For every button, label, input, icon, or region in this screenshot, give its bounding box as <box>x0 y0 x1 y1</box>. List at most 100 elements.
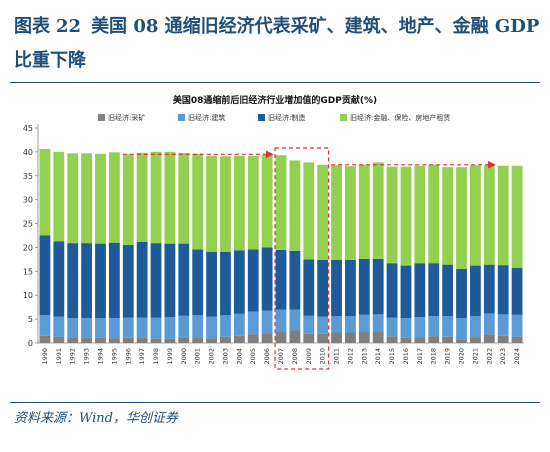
bar-segment <box>53 241 65 317</box>
bar-segment <box>331 165 342 260</box>
legend-label-2: 旧经济:制造 <box>268 114 306 122</box>
x-tick-label: 2018 <box>430 348 438 365</box>
bar-segment <box>428 263 440 317</box>
bar-segment <box>497 314 509 336</box>
x-tick-label: 1997 <box>138 348 146 365</box>
bar-segment <box>428 316 440 337</box>
figure-number: 22 <box>56 16 82 37</box>
x-tick-label: 2021 <box>471 348 479 365</box>
bar-segment <box>220 156 231 252</box>
bar-segment <box>220 336 231 343</box>
legend-item-2: 旧经济:制造 <box>258 113 305 123</box>
bar-segment <box>192 315 204 338</box>
bar-segment <box>150 243 162 318</box>
bar-segment <box>220 315 231 337</box>
bar-segment <box>39 235 51 316</box>
source-note: 资料来源：Wind，华创证券 <box>14 411 178 426</box>
bar-segment <box>372 314 384 332</box>
x-tick-label: 1990 <box>41 348 49 365</box>
bar-segment <box>303 333 315 343</box>
bar-segment <box>67 318 79 338</box>
bar-segment <box>192 337 204 343</box>
bar-segment <box>81 318 93 338</box>
bar-segment <box>358 258 370 315</box>
bar-segment <box>289 309 301 331</box>
bar-segment <box>469 316 481 338</box>
x-tick-label: 2004 <box>235 348 243 365</box>
bar-segment <box>150 317 162 339</box>
bar-segment <box>81 243 93 319</box>
x-tick-label: 2013 <box>360 348 368 365</box>
title-divider <box>10 82 540 83</box>
x-tick-label: 1999 <box>166 348 174 365</box>
bar-segment <box>289 160 301 251</box>
bar-segment <box>136 241 148 318</box>
bar-segment <box>67 243 79 319</box>
bar-segment <box>164 151 176 244</box>
legend-item-0: 旧经济:采矿 <box>98 113 145 123</box>
legend-swatch-0 <box>98 114 105 121</box>
bar-segment <box>303 162 315 260</box>
x-tick-label: 2023 <box>499 348 507 365</box>
bar-segment <box>81 153 93 244</box>
bar-segment <box>469 165 481 266</box>
bar-segment <box>400 265 412 319</box>
bar-segment <box>108 242 120 319</box>
legend-swatch-2 <box>258 114 265 121</box>
x-tick-label: 1993 <box>83 348 91 365</box>
x-tick-label: 2000 <box>180 348 188 365</box>
bar-segment <box>39 315 51 336</box>
y-tick-label: 25 <box>23 220 33 229</box>
bar-segment <box>511 314 523 337</box>
bar-segment <box>164 317 176 339</box>
bar-segment <box>261 333 273 343</box>
bar-segment <box>303 259 315 316</box>
bar-segment <box>192 249 204 316</box>
y-tick-label: 35 <box>23 172 33 181</box>
bar-segment <box>317 164 329 260</box>
bar-segment <box>122 154 134 246</box>
bar-segment <box>456 339 467 343</box>
bar-segment <box>317 316 329 334</box>
bar-segment <box>206 251 217 317</box>
bar-segment <box>206 155 217 252</box>
x-tick-label: 2016 <box>402 348 410 365</box>
bar-segment <box>345 259 356 317</box>
y-tick-label: 30 <box>23 196 33 205</box>
bar-segment <box>53 336 65 343</box>
bar-segment <box>400 337 412 343</box>
bar-segment <box>206 338 217 343</box>
bar-segment <box>39 149 51 236</box>
legend-item-1: 旧经济:建筑 <box>178 113 225 123</box>
bar-segment <box>414 263 426 318</box>
x-tick-label: 2008 <box>291 348 299 365</box>
source-divider <box>10 402 540 403</box>
bar-segment <box>483 165 495 265</box>
bar-segment <box>511 165 523 268</box>
bar-segment <box>386 263 398 318</box>
bar-segment <box>317 333 329 343</box>
bar-segment <box>428 164 440 264</box>
bar-segment <box>53 316 65 337</box>
bar-segment <box>386 166 398 264</box>
bar-segment <box>456 268 467 319</box>
bar-segment <box>386 317 398 337</box>
bar-segment <box>469 265 481 317</box>
x-tick-label: 2006 <box>263 348 271 365</box>
figure-title: 图表 22 美国 08 通缩旧经济代表采矿、建筑、地产、金融 GDP 比重下降 <box>14 10 544 78</box>
bar-segment <box>178 152 190 244</box>
x-tick-label: 1996 <box>124 348 132 365</box>
x-tick-label: 2014 <box>374 348 382 365</box>
y-tick-label: 40 <box>23 148 33 157</box>
bar-segment <box>275 309 287 333</box>
bar-segment <box>358 314 370 332</box>
bar-segment <box>136 152 148 242</box>
bar-segment <box>331 316 342 333</box>
bar-segment <box>414 337 426 343</box>
x-tick-label: 2007 <box>277 348 285 365</box>
x-tick-label: 1994 <box>96 348 104 365</box>
x-tick-label: 2017 <box>416 348 424 365</box>
bar-segment <box>136 317 148 338</box>
bar-segment <box>233 250 245 314</box>
bar-segment <box>261 310 273 334</box>
